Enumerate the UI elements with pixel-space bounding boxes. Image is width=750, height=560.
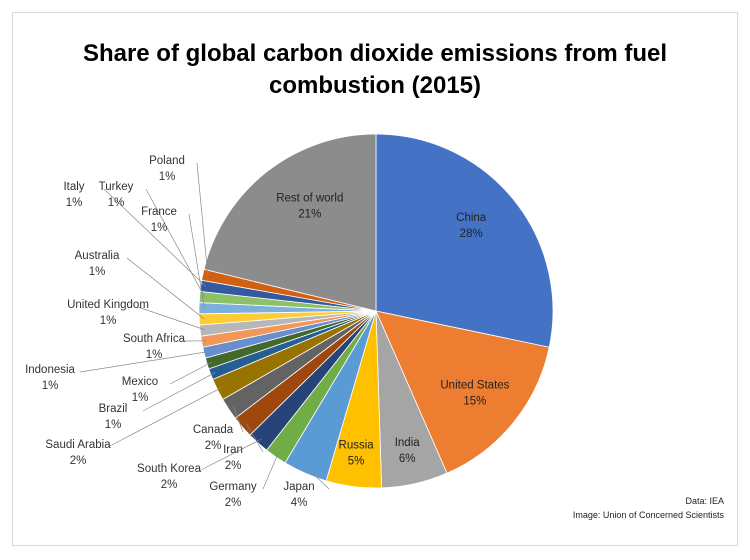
label-china: China <box>456 212 487 224</box>
pct-germany: 2% <box>225 497 242 509</box>
label-turkey: Turkey <box>99 181 134 193</box>
label-south-korea: South Korea <box>137 463 202 475</box>
leader-mexico <box>169 361 213 385</box>
label-australia: Australia <box>75 250 120 262</box>
pct-france: 1% <box>151 222 168 234</box>
pct-russia: 5% <box>348 456 365 468</box>
pct-indonesia: 1% <box>42 380 59 392</box>
label-brazil: Brazil <box>99 403 128 415</box>
pct-china: 28% <box>460 228 483 240</box>
leader-indonesia <box>79 351 210 373</box>
pct-rest-of-world: 21% <box>298 209 321 221</box>
label-united-kingdom: United Kingdom <box>67 299 149 311</box>
pct-australia: 1% <box>89 266 106 278</box>
pct-canada: 2% <box>205 440 222 452</box>
leader-japan <box>306 468 330 490</box>
leader-lines <box>79 162 330 490</box>
label-mexico: Mexico <box>122 376 158 388</box>
leader-australia <box>126 257 205 320</box>
slice-labels: China 28% United States 15% India 6% Russia 5% J… <box>25 155 510 509</box>
pct-saudi-arabia: 2% <box>70 455 87 467</box>
label-canada: Canada <box>193 424 234 436</box>
label-iran: Iran <box>223 444 243 456</box>
pct-japan: 4% <box>291 497 308 509</box>
label-japan: Japan <box>283 481 314 493</box>
leader-south-korea <box>198 438 262 472</box>
label-poland: Poland <box>149 155 185 167</box>
pct-mexico: 1% <box>132 392 149 404</box>
pct-turkey: 1% <box>108 197 125 209</box>
leader-united-kingdom <box>137 306 206 331</box>
label-italy: Italy <box>63 181 84 193</box>
label-russia: Russia <box>339 440 375 452</box>
leader-france <box>188 213 205 309</box>
slice-united-states <box>375 310 550 474</box>
pct-india: 6% <box>399 453 416 465</box>
pct-italy: 1% <box>66 197 83 209</box>
slice-rest-of-world <box>203 133 377 312</box>
pct-iran: 2% <box>225 460 242 472</box>
label-germany: Germany <box>209 481 257 493</box>
leader-brazil <box>142 371 216 412</box>
leader-canada <box>232 405 244 433</box>
pct-united-states: 15% <box>463 395 486 407</box>
leader-germany <box>262 452 279 490</box>
data-source: Data: IEA <box>685 496 724 506</box>
pct-south-korea: 2% <box>161 479 178 491</box>
label-south-africa: South Africa <box>123 333 186 345</box>
pct-south-africa: 1% <box>146 349 163 361</box>
pie-slices <box>198 133 554 489</box>
slice-china <box>375 133 554 348</box>
label-india: India <box>395 437 421 449</box>
leader-poland <box>196 162 209 276</box>
label-france: France <box>141 206 177 218</box>
pct-poland: 1% <box>159 171 176 183</box>
label-indonesia: Indonesia <box>25 364 75 376</box>
pct-brazil: 1% <box>105 419 122 431</box>
leader-turkey <box>145 188 206 298</box>
chart-title: Share of global carbon dioxide emissions… <box>82 40 668 99</box>
label-united-states: United States <box>440 379 509 391</box>
label-saudi-arabia: Saudi Arabia <box>45 439 111 451</box>
leader-iran <box>245 423 264 453</box>
pct-united-kingdom: 1% <box>100 315 117 327</box>
leader-saudi-arabia <box>107 386 223 448</box>
image-credit: Image: Union of Concerned Scientists <box>572 510 724 520</box>
label-rest-of-world: Rest of world <box>276 193 343 205</box>
chart-frame <box>12 12 738 546</box>
leader-italy <box>103 188 207 287</box>
